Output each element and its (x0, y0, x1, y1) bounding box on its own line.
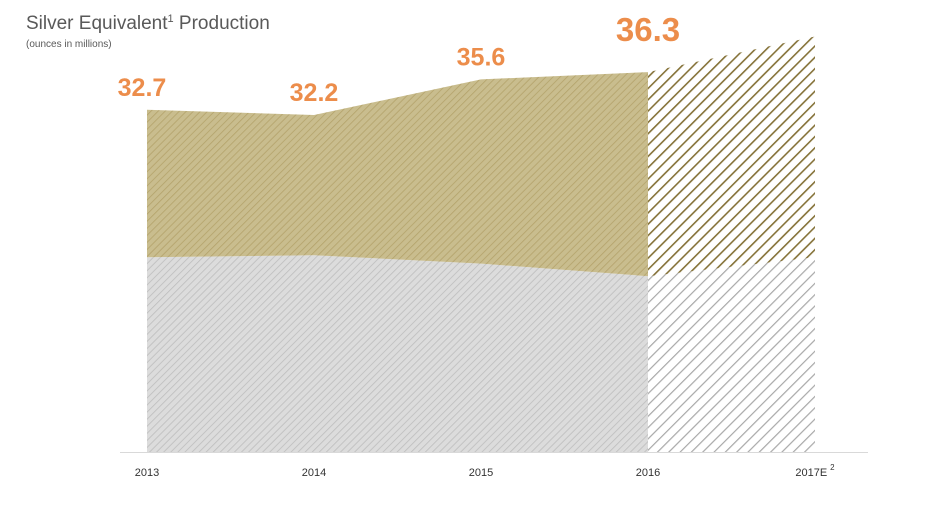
x-tick-label: 2016 (636, 467, 660, 479)
value-label: 36.3 (616, 11, 680, 48)
chart-title-text: Silver Equivalent (26, 13, 168, 34)
area-upper-segment-actual (147, 72, 648, 277)
value-label: 32.2 (290, 79, 339, 107)
title-footnote: 1 (167, 13, 174, 25)
x-tick-label: 2013 (135, 467, 159, 479)
x-tick-label: 2015 (469, 467, 493, 479)
area-lower-segment-estimate (648, 257, 815, 452)
value-label: 32.7 (118, 74, 167, 102)
chart-subtitle: (ounces in millions) (26, 39, 112, 50)
chart-title: Silver Equivalent1 Production (26, 13, 270, 35)
chart-title-suffix: Production (173, 13, 270, 34)
x-tick-label: 2014 (302, 467, 326, 479)
area-lower-segment-actual (147, 255, 648, 452)
value-label: 35.6 (457, 43, 506, 71)
x-tick-footnote: 2 (830, 463, 835, 472)
value-label: 39.7 (781, 0, 849, 7)
x-tick-label: 2017E 2 (795, 463, 835, 479)
area-upper-segment-estimate (648, 36, 815, 277)
